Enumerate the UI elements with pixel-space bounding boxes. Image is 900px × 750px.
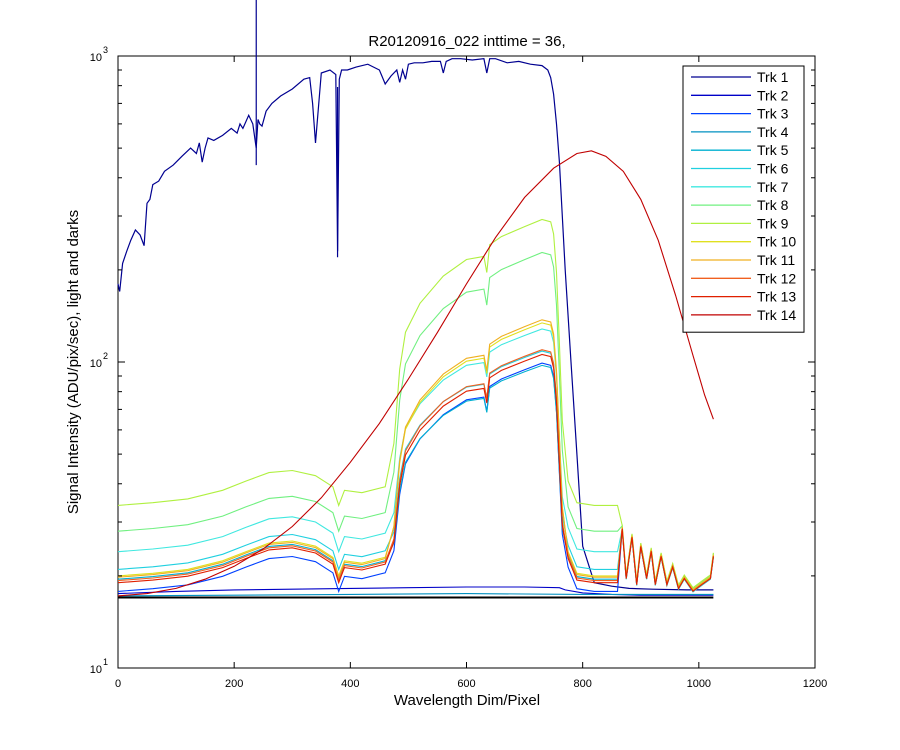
y-tick-label: 10 bbox=[90, 358, 102, 370]
series-line-trk-1 bbox=[117, 58, 714, 591]
y-tick-label: 10 bbox=[90, 664, 102, 676]
legend-label: Trk 1 bbox=[757, 69, 789, 85]
series-line-trk-13 bbox=[117, 353, 714, 592]
y-tick-label: 10 bbox=[90, 52, 102, 64]
legend-label: Trk 13 bbox=[757, 289, 796, 305]
legend-label: Trk 7 bbox=[757, 179, 789, 195]
x-axis-label: Wavelength Dim/Pixel bbox=[394, 692, 540, 709]
legend-label: Trk 3 bbox=[757, 106, 789, 122]
chart-title: R20120916_022 inttime = 36, bbox=[368, 33, 565, 50]
x-tick-label: 400 bbox=[341, 678, 359, 690]
legend-box bbox=[682, 65, 805, 333]
y-axis-label: Signal Intensity (ADU/pix/sec), light an… bbox=[65, 210, 82, 514]
x-tick-label: 1000 bbox=[687, 678, 711, 690]
legend-label: Trk 10 bbox=[757, 234, 796, 250]
y-tick-exponent: 1 bbox=[103, 657, 108, 667]
legend-label: Trk 9 bbox=[757, 215, 789, 231]
legend-label: Trk 5 bbox=[757, 142, 789, 158]
legend-label: Trk 4 bbox=[757, 124, 789, 140]
x-tick-label: 800 bbox=[573, 678, 591, 690]
x-tick-label: 0 bbox=[115, 678, 121, 690]
series-line-trk-14 bbox=[117, 150, 714, 597]
legend-label: Trk 14 bbox=[757, 307, 796, 323]
x-tick-label: 1200 bbox=[803, 678, 827, 690]
legend-label: Trk 12 bbox=[757, 270, 796, 286]
y-tick-exponent: 3 bbox=[103, 45, 108, 55]
x-tick-label: 200 bbox=[225, 678, 243, 690]
series-layer bbox=[117, 0, 714, 599]
legend-label: Trk 2 bbox=[757, 87, 789, 103]
series-line-trk-4 bbox=[117, 593, 714, 597]
legend-label: Trk 11 bbox=[757, 252, 795, 268]
legend-label: Trk 6 bbox=[757, 161, 789, 177]
y-tick-exponent: 2 bbox=[103, 351, 108, 361]
legend: Trk 1 Trk 2 Trk 3 Trk 4 Trk 5 Trk 6 Trk 7 Trk 8… bbox=[682, 65, 805, 333]
legend-label: Trk 8 bbox=[757, 197, 789, 213]
x-tick-label: 600 bbox=[457, 678, 475, 690]
